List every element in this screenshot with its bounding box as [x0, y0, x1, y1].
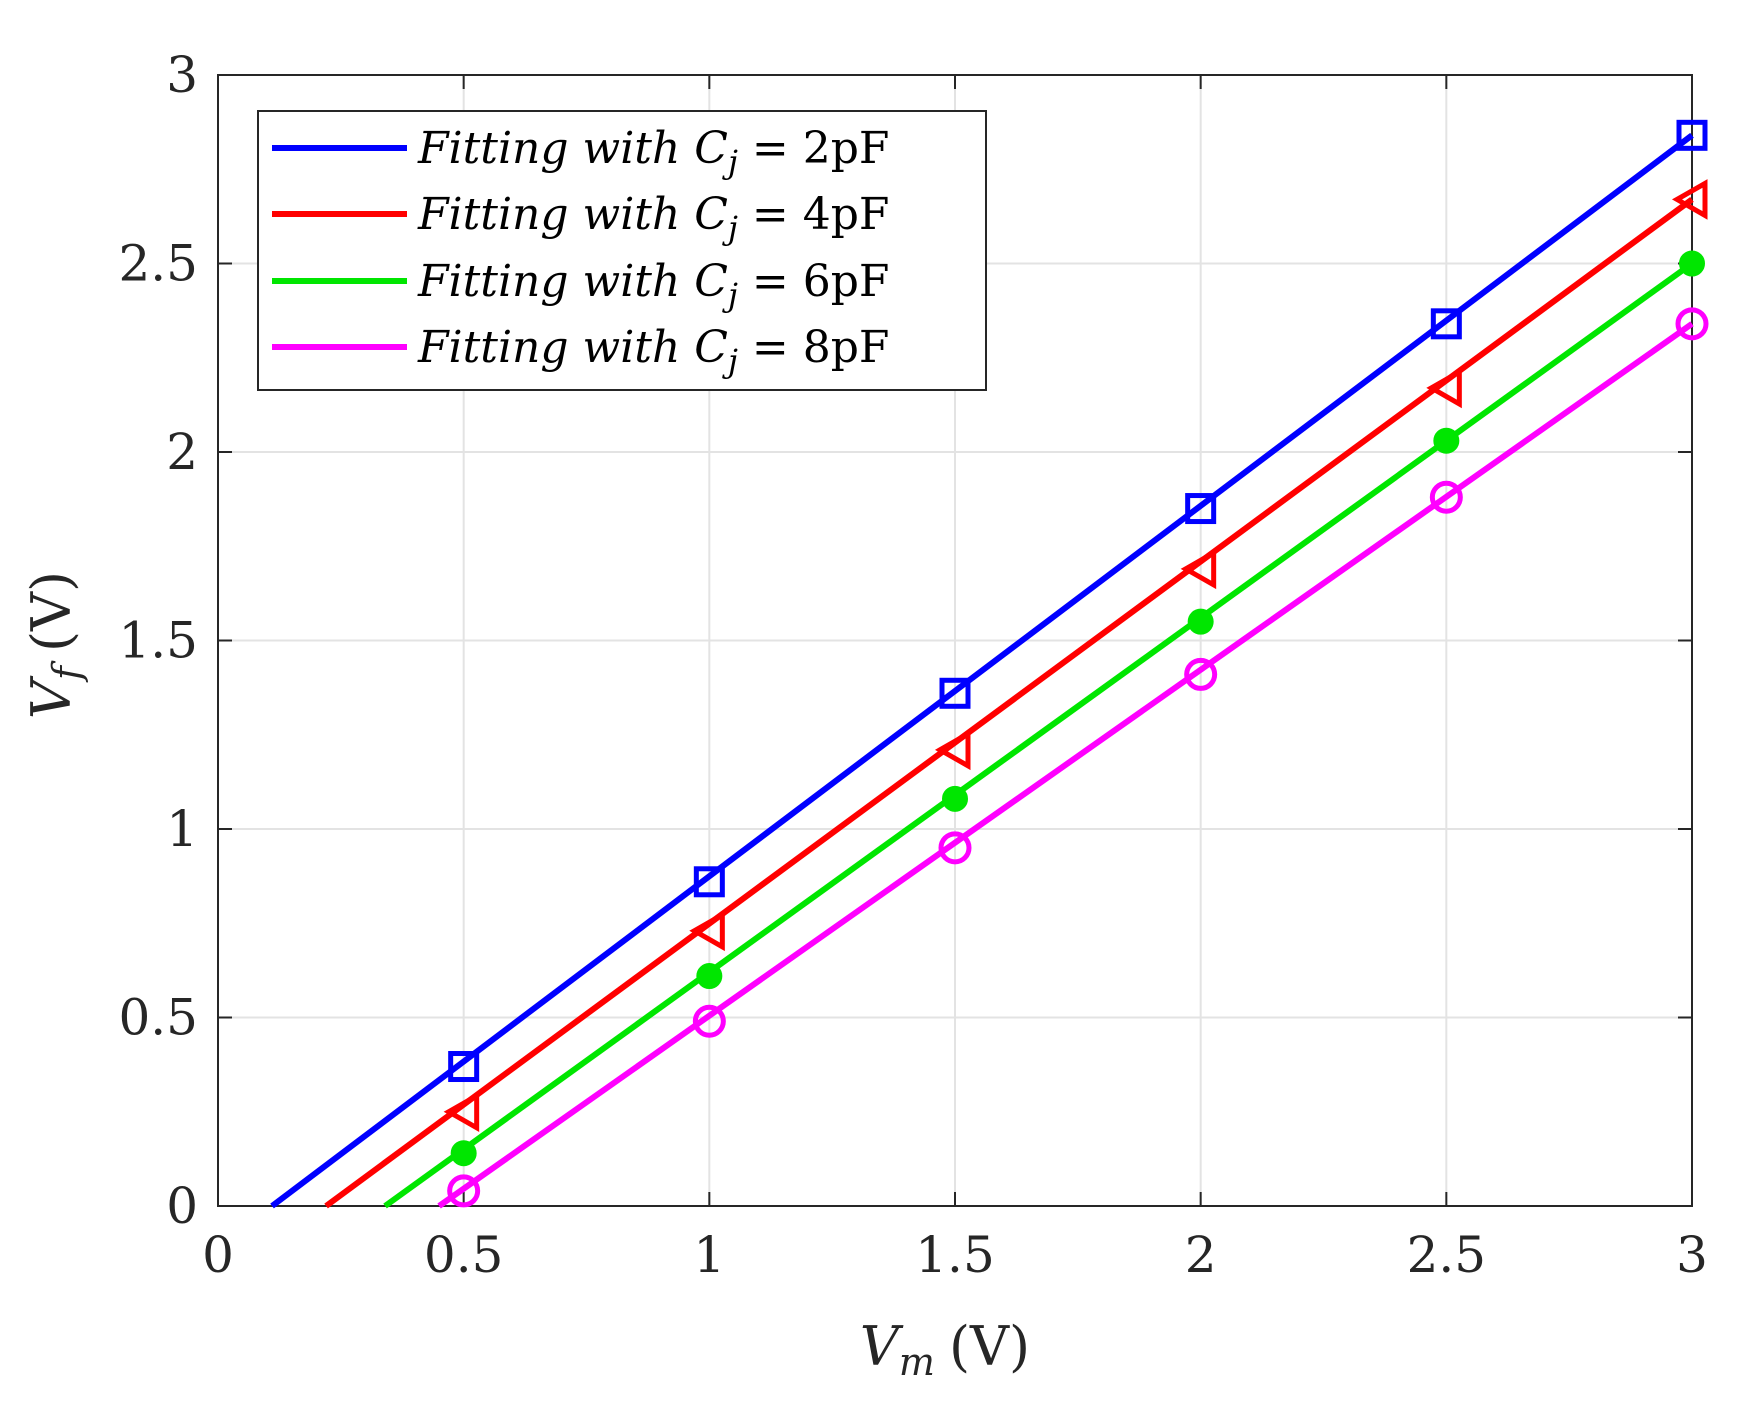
axis-ticks: [217, 74, 1693, 1207]
x-tick-label: 3: [1676, 1226, 1708, 1284]
data-point-8pF: [692, 1004, 726, 1038]
y-tick-label: 3: [166, 46, 198, 104]
data-point-6pF: [696, 963, 723, 990]
x-axis-symbol: V: [860, 1315, 904, 1378]
data-point-2pF: [693, 866, 725, 898]
legend: Fitting with Cj = 2pF Fitting with Cj = …: [257, 110, 987, 391]
x-tick-label: 2.5: [1407, 1226, 1487, 1284]
x-tick-label: 0: [202, 1226, 234, 1284]
data-point-6pF: [450, 1140, 477, 1167]
y-axis-symbol: V: [20, 675, 83, 719]
legend-label-4pF: Fitting with Cj = 4pF: [417, 189, 889, 247]
data-point-8pF: [1184, 657, 1218, 691]
data-point-4pF: [689, 910, 725, 952]
axis-tick-labels: 0 0.5 1 1.5 2 2.5 3 0 0.5 1 1.5 2 2.5 3: [118, 46, 1707, 1284]
data-point-6pF: [1433, 427, 1460, 454]
data-point-8pF: [447, 1174, 481, 1208]
data-point-6pF: [1679, 250, 1705, 277]
data-point-4pF: [1426, 367, 1462, 409]
data-point-2pF: [448, 1051, 480, 1083]
legend-label-8pF: Fitting with Cj = 8pF: [417, 322, 889, 380]
series-lines: [270, 132, 1694, 1209]
data-point-2pF: [939, 677, 971, 709]
y-tick-label: 2: [166, 423, 198, 481]
x-tick-label: 2: [1185, 1226, 1217, 1284]
series-line-8pF: [437, 321, 1694, 1209]
y-axis-label: Vf(V): [20, 571, 89, 719]
series-line-4pF: [324, 196, 1694, 1209]
data-point-4pF: [443, 1091, 480, 1133]
y-tick-label: 0.5: [118, 989, 198, 1047]
legend-label-6pF: Fitting with Cj = 6pF: [417, 256, 889, 314]
data-point-4pF: [934, 729, 971, 771]
data-point-6pF: [942, 785, 968, 812]
series-markers: [443, 119, 1709, 1208]
y-axis-unit: (V): [20, 571, 83, 652]
y-tick-label: 0: [166, 1177, 198, 1235]
y-tick-label: 2.5: [118, 235, 198, 293]
data-point-4pF: [1180, 548, 1217, 590]
legend-box: [257, 110, 987, 391]
legend-label-2pF: Fitting with Cj = 2pF: [417, 123, 889, 181]
series-line-6pF: [383, 261, 1694, 1209]
data-point-2pF: [1430, 308, 1462, 340]
y-tick-label: 1.5: [118, 612, 198, 670]
data-point-8pF: [1429, 480, 1463, 514]
x-axis-label: Vm (V): [860, 1315, 1030, 1384]
x-tick-label: 0.5: [424, 1226, 504, 1284]
x-axis-subscript: m: [899, 1340, 935, 1384]
y-tick-label: 1: [166, 800, 198, 858]
data-point-2pF: [1676, 119, 1708, 151]
data-point-4pF: [1671, 179, 1708, 220]
data-point-6pF: [1187, 608, 1214, 635]
data-point-8pF: [938, 831, 972, 865]
data-point-8pF: [1675, 307, 1709, 341]
x-tick-label: 1: [693, 1226, 725, 1284]
x-tick-label: 1.5: [915, 1226, 995, 1284]
x-axis-unit: (V): [949, 1315, 1030, 1378]
series-line-2pF: [270, 132, 1694, 1209]
data-point-2pF: [1185, 493, 1217, 525]
